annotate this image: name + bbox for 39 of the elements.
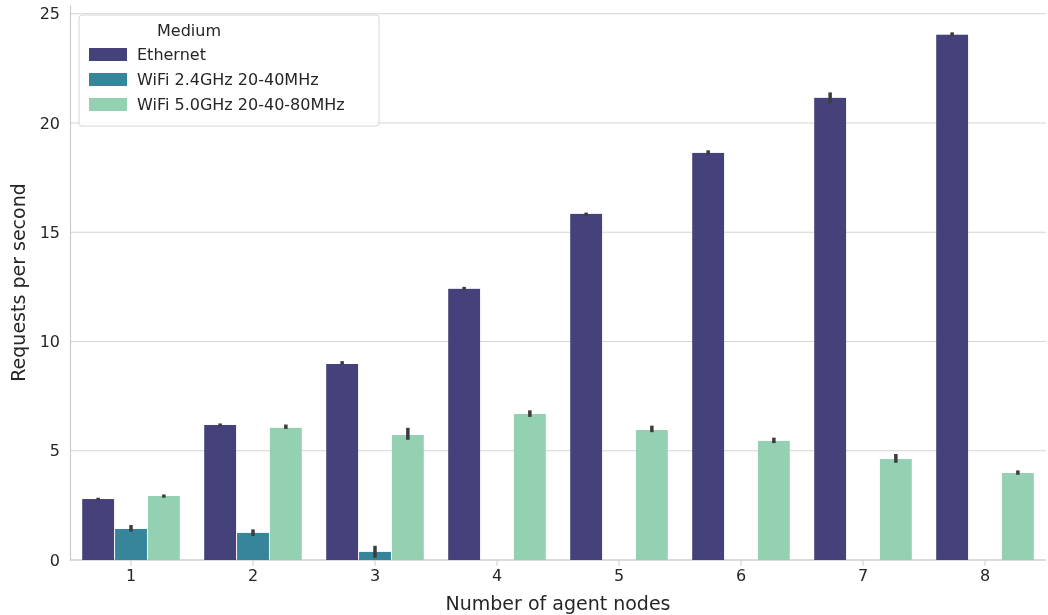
bar <box>757 440 790 560</box>
y-tick-label: 15 <box>39 222 60 242</box>
x-tick-label: 4 <box>491 566 503 586</box>
bar <box>936 34 969 560</box>
x-tick-label: 8 <box>979 566 991 586</box>
bar <box>391 435 424 560</box>
x-tick-label: 1 <box>125 566 137 586</box>
y-tick-label: 5 <box>49 441 60 461</box>
bar <box>115 528 147 560</box>
bar <box>879 459 912 560</box>
y-tick-label: 20 <box>39 113 60 133</box>
bar <box>82 499 115 560</box>
legend-title: Medium <box>157 21 221 40</box>
bar <box>692 152 725 560</box>
legend-label: Ethernet <box>137 45 206 64</box>
bar <box>269 427 302 560</box>
x-tick-label: 2 <box>247 566 259 586</box>
bar <box>359 551 391 560</box>
legend-label: WiFi 2.4GHz 20-40MHz <box>137 70 319 89</box>
x-tick-label: 5 <box>613 566 625 586</box>
bar <box>814 97 847 560</box>
legend-label: WiFi 5.0GHz 20-40-80MHz <box>137 95 345 114</box>
x-tick-label: 3 <box>369 566 381 586</box>
bar <box>635 429 668 560</box>
y-tick-label: 10 <box>39 332 60 352</box>
y-tick-label: 25 <box>39 4 60 24</box>
bar <box>1001 473 1034 560</box>
bar <box>237 532 269 560</box>
x-axis-title: Number of agent nodes <box>445 592 671 614</box>
bar <box>570 213 603 560</box>
y-tick-label: 0 <box>49 550 60 570</box>
bar <box>448 288 481 560</box>
x-tick-label: 6 <box>735 566 747 586</box>
bar <box>147 495 180 560</box>
bar <box>513 414 546 560</box>
y-axis-title: Requests per second <box>7 183 29 382</box>
bar <box>326 364 359 560</box>
bar <box>204 424 237 560</box>
x-tick-label: 7 <box>857 566 869 586</box>
